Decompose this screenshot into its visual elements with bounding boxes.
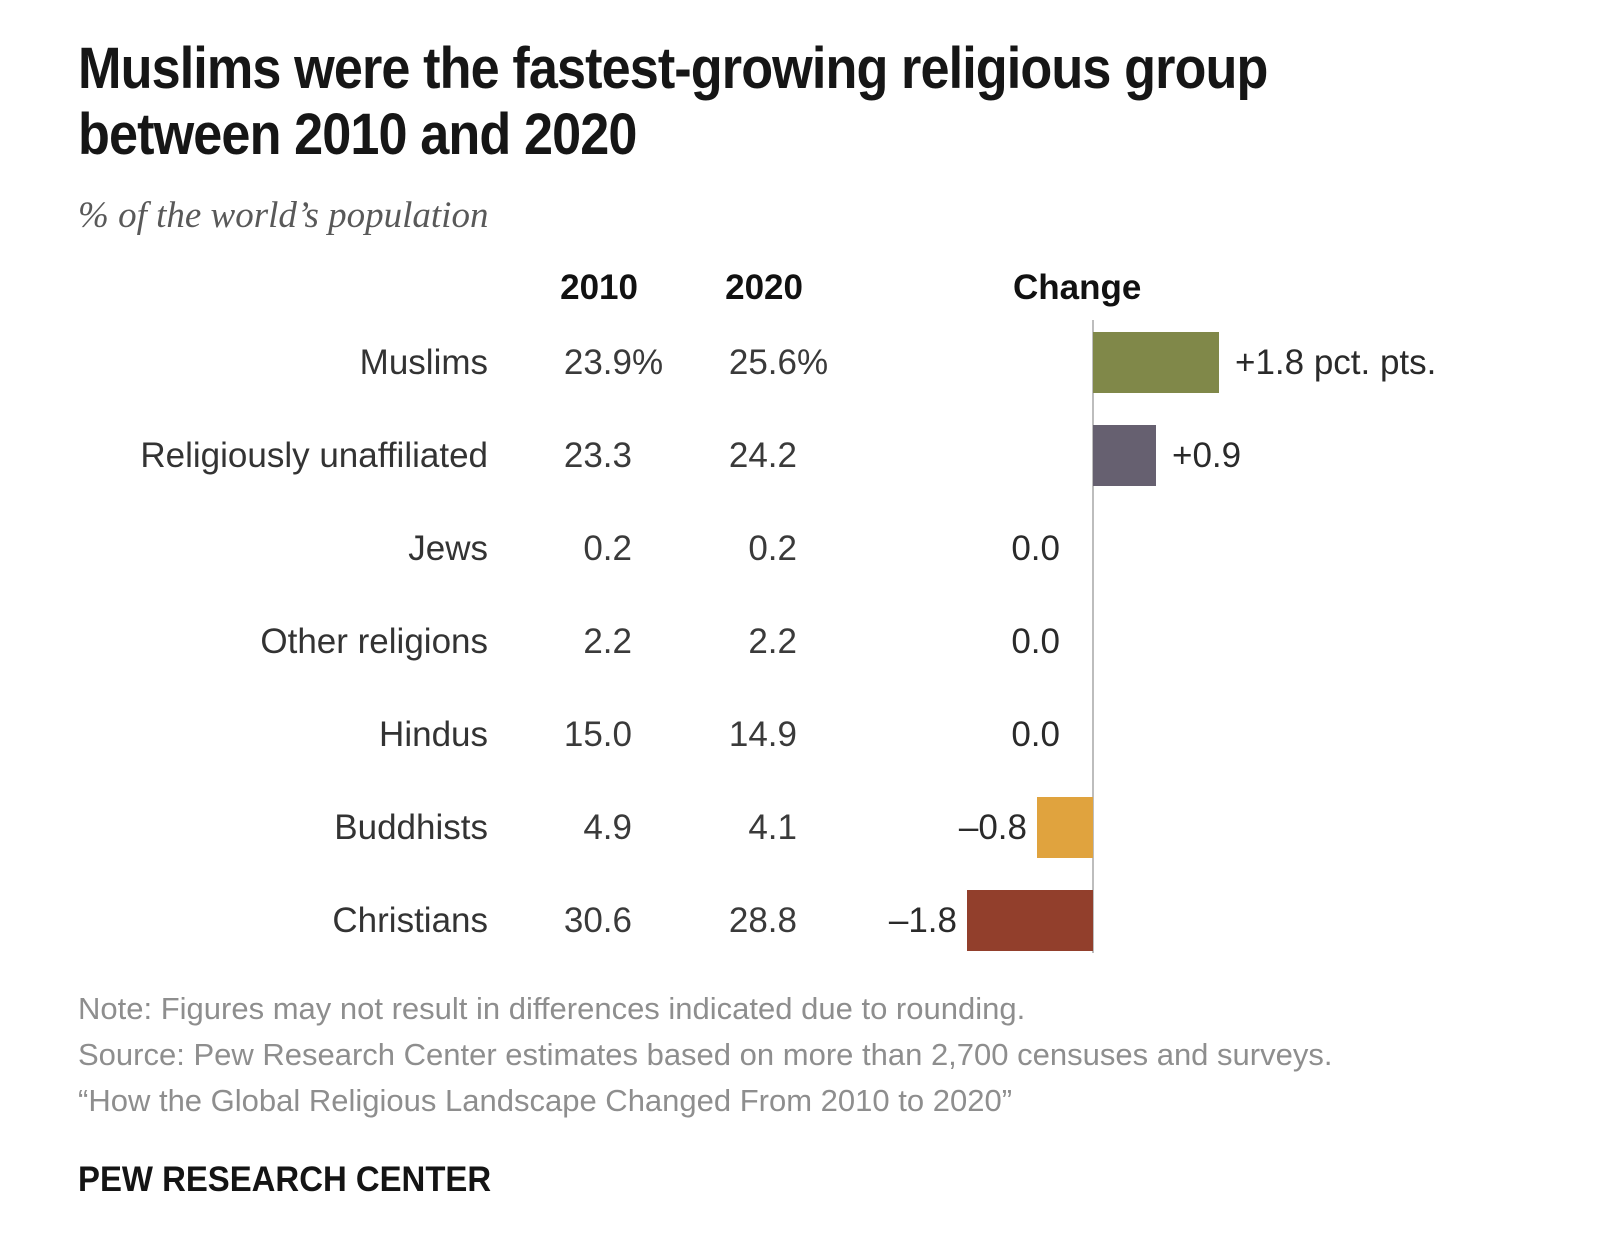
row-label: Christians — [332, 901, 488, 940]
change-cell: 0.0 — [827, 595, 1522, 688]
value-2010: 15.0 — [563, 715, 632, 754]
row-label: Religiously unaffiliated — [140, 436, 488, 475]
value-2010: 23.9% — [488, 316, 664, 409]
footer-source: Source: Pew Research Center estimates ba… — [78, 1037, 1333, 1072]
table-row-buddhists: Buddhists 4.9 4.1 –0.8 — [78, 781, 1522, 874]
table-row-other-religions: Other religions 2.2 2.2 0.0 — [78, 595, 1522, 688]
change-cell: 0.0 — [827, 688, 1522, 781]
table-row-religiously-unaffiliated: Religiously unaffiliated 23.3 24.2 +0.9 — [78, 409, 1522, 502]
zero-axis-line — [1092, 320, 1094, 953]
chart-title: Muslims were the fastest-growing religio… — [78, 36, 1268, 168]
row-label: Other religions — [260, 622, 488, 661]
change-cell: +1.8 pct. pts. — [827, 316, 1522, 409]
change-bar — [1037, 797, 1093, 858]
change-value-label: +1.8 pct. pts. — [1235, 343, 1437, 382]
col-header-2020: 2020 — [725, 268, 803, 307]
chart-title-line1: Muslims were the fastest-growing religio… — [78, 36, 1268, 101]
col-header-2010: 2010 — [560, 268, 638, 307]
change-value-label: 0.0 — [1011, 529, 1060, 568]
value-2020: 25.6% — [662, 316, 829, 409]
col-header-spacer — [78, 268, 488, 316]
row-label: Jews — [408, 529, 488, 568]
row-label: Muslims — [359, 343, 488, 382]
table-row-muslims: Muslims 23.9% 25.6% +1.8 pct. pts. — [78, 316, 1522, 409]
change-bar — [1093, 425, 1156, 486]
value-2020: 24.2 — [728, 436, 797, 475]
percent-sign: % — [632, 343, 664, 382]
chart-title-line2: between 2010 and 2020 — [78, 102, 637, 167]
table-row-hindus: Hindus 15.0 14.9 0.0 — [78, 688, 1522, 781]
table-row-jews: Jews 0.2 0.2 0.0 — [78, 502, 1522, 595]
table-row-christians: Christians 30.6 28.8 –1.8 — [78, 874, 1522, 967]
change-value-label: 0.0 — [1011, 622, 1060, 661]
change-value-label: –0.8 — [958, 808, 1027, 847]
value-2020: 4.1 — [748, 808, 797, 847]
value-2020: 14.9 — [728, 715, 797, 754]
value-2020: 2.2 — [748, 622, 797, 661]
value-2010: 2.2 — [583, 622, 632, 661]
change-bar — [1093, 332, 1219, 393]
value-2010: 0.2 — [583, 529, 632, 568]
chart-body: Muslims 23.9% 25.6% +1.8 pct. pts. Relig… — [78, 316, 1522, 967]
row-label: Buddhists — [334, 808, 488, 847]
percent-sign: % — [797, 343, 829, 382]
value-2010: 4.9 — [583, 808, 632, 847]
value-2010: 30.6 — [563, 901, 632, 940]
change-cell: –0.8 — [827, 781, 1522, 874]
value-2020: 0.2 — [748, 529, 797, 568]
change-cell: 0.0 — [827, 502, 1522, 595]
pew-research-center-wordmark: PEW RESEARCH CENTER — [78, 1160, 492, 1199]
footer-citation: “How the Global Religious Landscape Chan… — [78, 1083, 1013, 1118]
chart-footer: Note: Figures may not result in differen… — [78, 986, 1332, 1124]
change-table-chart: 2010 2020 Change Muslims 23.9% 25.6% +1.… — [78, 268, 1522, 967]
value-2010: 23.3 — [563, 436, 632, 475]
change-cell: +0.9 — [827, 409, 1522, 502]
footer-note: Note: Figures may not result in differen… — [78, 991, 1026, 1026]
column-header-row: 2010 2020 Change — [78, 268, 1522, 316]
change-value-label: 0.0 — [1011, 715, 1060, 754]
change-value-label: –1.8 — [888, 901, 957, 940]
change-value-label: +0.9 — [1172, 436, 1242, 475]
change-bar — [967, 890, 1093, 951]
col-header-change: Change — [1013, 268, 1142, 307]
change-cell: –1.8 — [827, 874, 1522, 967]
row-label: Hindus — [379, 715, 488, 754]
chart-subtitle: % of the world’s population — [78, 195, 489, 236]
value-2020: 28.8 — [728, 901, 797, 940]
